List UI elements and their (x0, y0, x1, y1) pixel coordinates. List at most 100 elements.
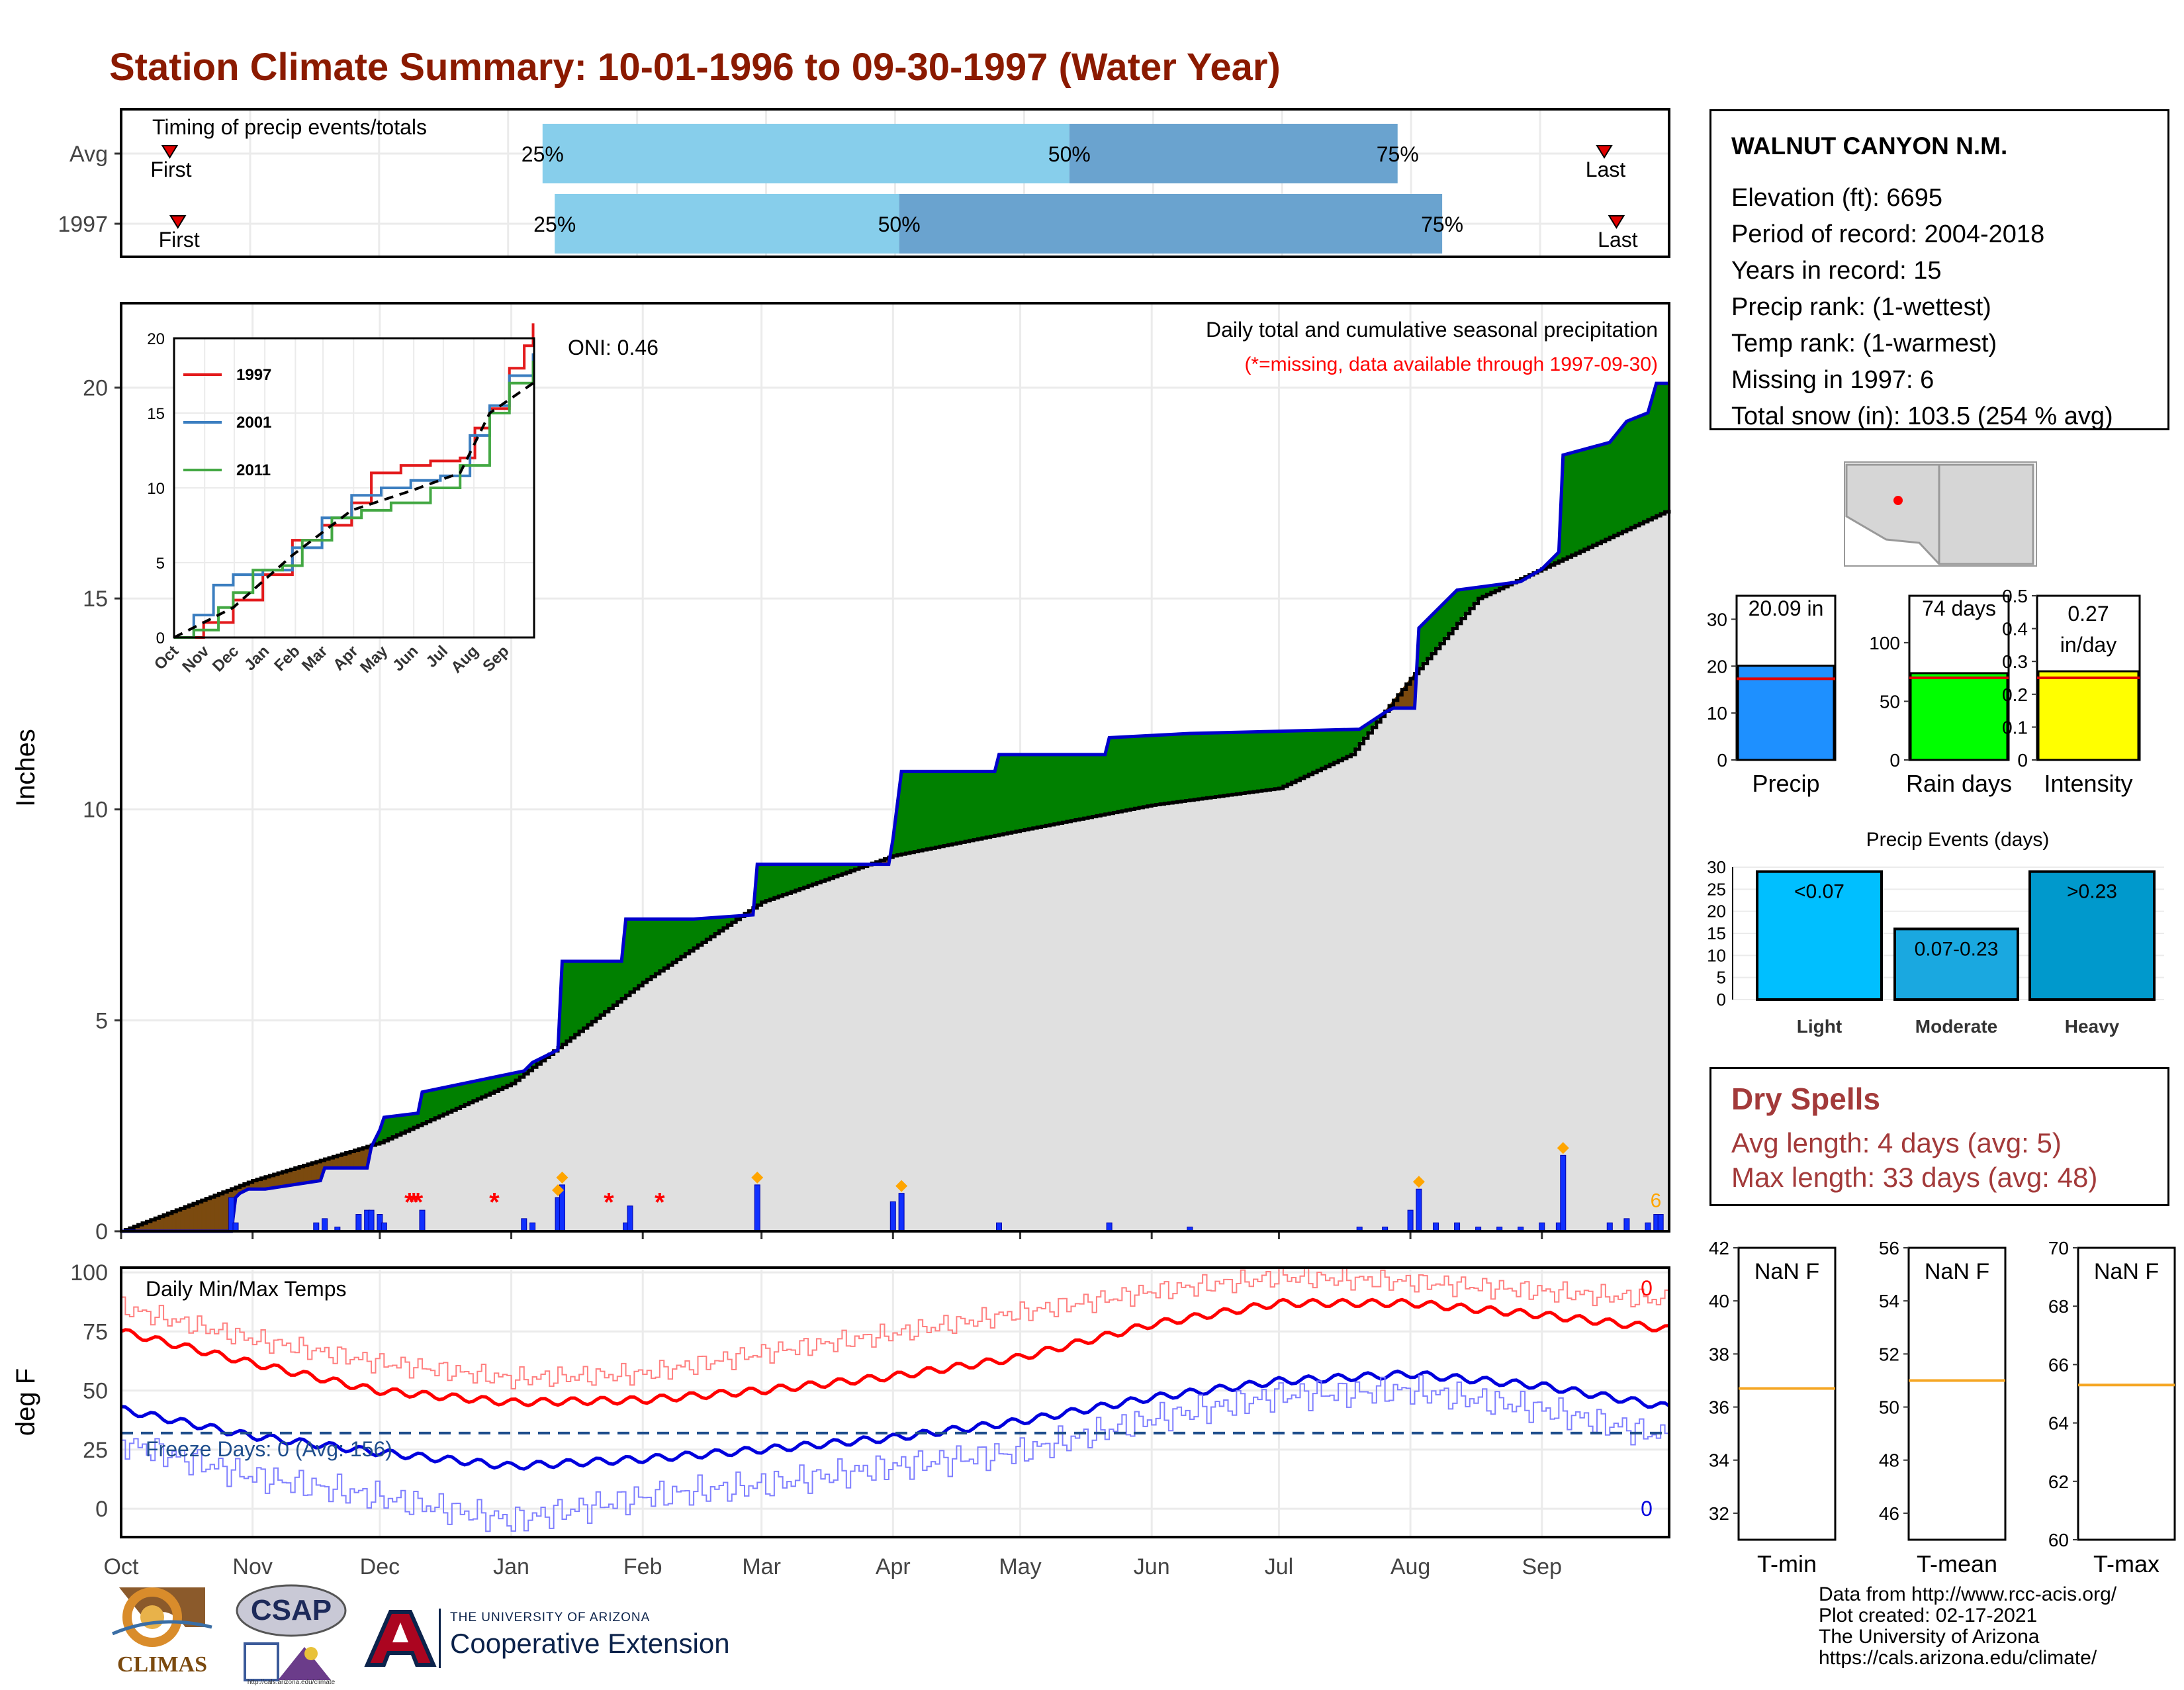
cum-departure-segment (1223, 732, 1229, 796)
ua-divider (439, 1609, 441, 1668)
timing-marker-triangle (169, 215, 187, 229)
cum-departure-segment (1588, 446, 1594, 548)
cum-average-area (121, 510, 1669, 1231)
cum-departure-segment (939, 771, 944, 847)
tsum-ytick-label: 68 (2048, 1296, 2069, 1317)
cum-departure-segment (214, 1193, 219, 1232)
climas-logo-text: CLIMAS (116, 1652, 208, 1677)
csap-logo: CSAP http://cals.arizona.edu/climate (232, 1581, 351, 1687)
cum-departure-segment (1575, 449, 1580, 554)
cum-daily-bar (355, 1214, 362, 1232)
cum-departure-segment (1614, 430, 1619, 536)
cum-departure-segment (668, 918, 673, 966)
cum-departure-segment (1584, 447, 1589, 550)
cum-heavy-event-marker (1412, 1176, 1425, 1188)
summary-ytick-label: 10 (1707, 703, 1727, 724)
inset-legend-label: 2001 (236, 414, 271, 432)
cum-daily-bar (1416, 1188, 1422, 1232)
events-ytick-label: 10 (1707, 945, 1726, 965)
cum-departure-segment (439, 1087, 444, 1117)
tsum-ytick-label: 34 (1709, 1450, 1729, 1471)
timing-p75-label: 75% (1421, 212, 1463, 236)
temps-panel: 0 25 50 75 100 Oct Nov Dec Jan Feb Mar Apr May Jun Jul… (11, 1260, 1670, 1579)
cum-departure-segment (1214, 732, 1220, 798)
events-ytick-label: 30 (1707, 857, 1726, 877)
tsum-ytick-label: 46 (1879, 1503, 1899, 1524)
cum-departure-segment (612, 961, 618, 1006)
ua-logo: THE UNIVERSITY OF ARIZONA Cooperative Ex… (361, 1605, 758, 1678)
cum-departure-segment (1036, 754, 1042, 828)
credits: Data from http://www.rcc-acis.org/ Plot … (1819, 1584, 2116, 1669)
cum-departure-segment (1299, 730, 1305, 779)
inset-ytick-label: 20 (147, 330, 165, 348)
temps-ytick-label: 50 (83, 1379, 108, 1404)
cum-daily-bar (521, 1218, 527, 1232)
cum-departure-segment (1015, 754, 1021, 832)
temps-series-line (120, 1297, 1670, 1408)
cum-departure-segment (651, 918, 656, 978)
cum-departure-segment (774, 864, 779, 898)
cum-departure-segment (956, 771, 962, 844)
cum-heavy-event-marker (552, 1184, 565, 1197)
cum-departure-segment (1117, 736, 1122, 812)
cum-ytick-label: 15 (83, 587, 108, 612)
cum-departure-segment (769, 864, 775, 900)
cum-departure-segment (786, 864, 792, 894)
cum-departure-segment (1639, 414, 1645, 524)
timing-row-label: Avg (69, 142, 108, 167)
cum-departure-segment (582, 961, 588, 1029)
summary-panel-0: 0 10 20 30 20.09 in Precip (1707, 594, 1837, 797)
cum-heavy-event-marker (895, 1180, 908, 1192)
events-ytick-label: 25 (1707, 879, 1726, 899)
cum-departure-segment (1028, 754, 1034, 829)
timing-marker-triangle (161, 145, 179, 159)
temps-xtick-label: Sep (1522, 1554, 1563, 1579)
timing-last-label: Last (1598, 228, 1638, 252)
dry-spells-heading: Dry Spells (1731, 1082, 1880, 1116)
temps-series-line (121, 1374, 1670, 1532)
events-bar-label: >0.23 (2067, 881, 2117, 903)
temps-max-count: 0 (1641, 1276, 1653, 1300)
temps-plot-area (121, 1268, 1669, 1537)
station-precip-rank: Precip rank: (1-wettest) (1731, 293, 1991, 321)
temps-xtick-label: Aug (1390, 1554, 1431, 1579)
cum-departure-segment (574, 961, 580, 1035)
cum-departure-segment (778, 864, 784, 897)
cum-departure-segment (647, 918, 652, 980)
events-ytick-label: 20 (1707, 902, 1726, 921)
cum-departure-segment (761, 864, 766, 903)
locator-map (1844, 461, 2037, 567)
cum-missing-star: * (489, 1188, 500, 1217)
cum-departure-segment (799, 864, 805, 890)
inset-legend-label: 2011 (236, 461, 271, 479)
temps-xtick-label: Nov (232, 1554, 272, 1579)
timing-panel: Avg First Last 25% 50% 75% 1997 First Last 25% 50%… (58, 108, 1670, 258)
temps-freeze-label: Freeze Days: 0 (Avg: 156) (146, 1437, 392, 1461)
events-ytick-label: 5 (1717, 968, 1726, 988)
timing-frame (120, 108, 1670, 258)
cum-departure-segment (1567, 452, 1572, 558)
cum-departure-segment (960, 771, 966, 843)
cum-departure-segment (1185, 733, 1191, 802)
summary-name-label: Intensity (2044, 770, 2132, 797)
cum-departure-segment (969, 771, 974, 841)
tsum-value-label: NaN F (2094, 1259, 2159, 1284)
cum-departure-segment (1210, 732, 1216, 798)
cum-departure-segment (1605, 442, 1610, 540)
cum-departure-segment (1265, 731, 1271, 790)
cum-departure-segment (913, 771, 919, 853)
cum-daily-bar (898, 1193, 905, 1232)
cum-departure-segment (210, 1195, 215, 1232)
cum-departure-segment (455, 1084, 461, 1109)
summary-ytick-label: 30 (1707, 609, 1727, 630)
cum-departure-segment (1291, 730, 1297, 783)
cum-departure-segment (1600, 443, 1606, 542)
summary-value-bar (1737, 665, 1835, 761)
cum-frame (120, 302, 1670, 1233)
cum-departure-segment (795, 864, 800, 891)
events-category-label: Moderate (1915, 1016, 1997, 1037)
cum-departure-segment (931, 771, 936, 849)
cum-missing-star: * (404, 1188, 415, 1217)
inset-panel: 05101520199720012011OctNovDecJanFebMarAp… (147, 323, 535, 677)
cum-departure-segment (1219, 732, 1224, 797)
